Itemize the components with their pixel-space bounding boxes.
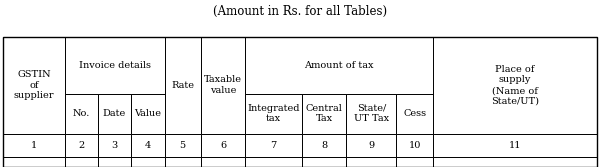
Bar — [396, 94, 433, 134]
Text: 4: 4 — [145, 141, 151, 150]
Text: Date: Date — [103, 109, 126, 118]
Bar — [65, 37, 164, 94]
Text: Place of
supply
(Name of
State/UT): Place of supply (Name of State/UT) — [491, 64, 539, 106]
Text: No.: No. — [73, 109, 91, 118]
Bar — [65, 134, 98, 157]
Bar — [302, 94, 346, 134]
Text: Rate: Rate — [171, 81, 194, 90]
Bar — [131, 134, 164, 157]
Text: 1: 1 — [31, 141, 37, 150]
Bar — [131, 157, 164, 167]
Bar — [346, 157, 396, 167]
Bar — [245, 134, 302, 157]
Bar — [433, 134, 597, 157]
Bar — [346, 94, 396, 134]
Text: Cess: Cess — [403, 109, 426, 118]
Text: 2: 2 — [79, 141, 85, 150]
Text: Amount of tax: Amount of tax — [304, 61, 374, 70]
Bar — [201, 157, 245, 167]
Bar — [3, 134, 65, 157]
Text: Value: Value — [134, 109, 161, 118]
Bar — [65, 157, 98, 167]
Bar — [433, 157, 597, 167]
Text: (Amount in Rs. for all Tables): (Amount in Rs. for all Tables) — [213, 5, 387, 18]
Bar — [245, 157, 302, 167]
Bar — [98, 134, 131, 157]
Text: Taxable
value: Taxable value — [204, 75, 242, 95]
Bar — [164, 134, 201, 157]
Bar — [302, 134, 346, 157]
Text: Central
Tax: Central Tax — [305, 104, 343, 123]
Text: 5: 5 — [179, 141, 186, 150]
Bar — [245, 37, 433, 94]
Text: 8: 8 — [321, 141, 327, 150]
Bar — [98, 157, 131, 167]
Text: State/
UT Tax: State/ UT Tax — [354, 104, 389, 123]
Text: GSTIN
of
supplier: GSTIN of supplier — [14, 70, 55, 100]
Bar — [164, 157, 201, 167]
Bar — [346, 134, 396, 157]
Bar — [3, 37, 597, 167]
Bar — [131, 94, 164, 134]
Text: 7: 7 — [271, 141, 277, 150]
Text: 6: 6 — [220, 141, 226, 150]
Bar — [164, 37, 201, 134]
Bar — [396, 157, 433, 167]
Bar — [433, 37, 597, 134]
Text: Integrated
tax: Integrated tax — [247, 104, 300, 123]
Text: 10: 10 — [409, 141, 421, 150]
Text: 11: 11 — [509, 141, 521, 150]
Bar — [3, 37, 65, 134]
Bar — [98, 94, 131, 134]
Bar — [245, 94, 302, 134]
Text: Invoice details: Invoice details — [79, 61, 151, 70]
Text: 3: 3 — [111, 141, 118, 150]
Text: 9: 9 — [368, 141, 374, 150]
Bar — [3, 157, 65, 167]
Bar — [201, 134, 245, 157]
Bar — [396, 134, 433, 157]
Bar — [302, 157, 346, 167]
Bar — [65, 94, 98, 134]
Bar — [201, 37, 245, 134]
